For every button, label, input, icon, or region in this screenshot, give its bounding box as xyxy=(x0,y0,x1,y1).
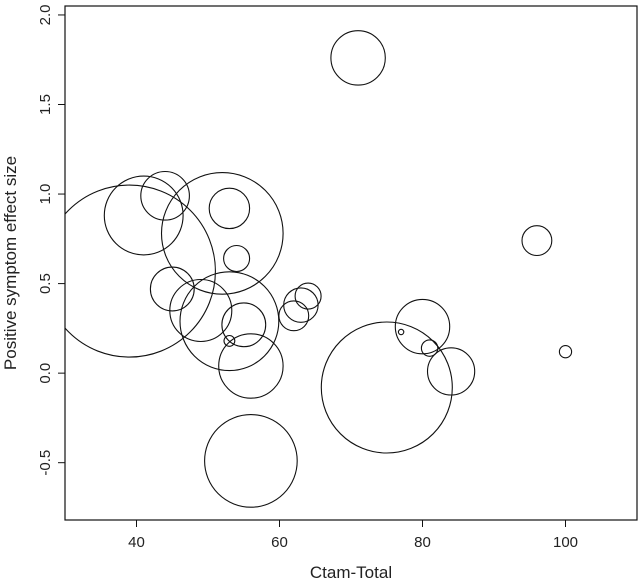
data-point-6 xyxy=(160,172,284,295)
y-tick-label: -0.5 xyxy=(37,450,54,476)
data-point-22 xyxy=(426,347,476,396)
x-tick-label: 80 xyxy=(414,534,431,551)
plot-frame xyxy=(64,5,638,521)
data-point-3 xyxy=(140,170,190,221)
data-point-1 xyxy=(65,184,216,358)
data-point-19 xyxy=(397,328,405,336)
y-axis: -0.5 0.0 0.5 1.0 1.5 2.0 xyxy=(37,5,65,476)
data-point-13 xyxy=(204,414,298,508)
y-tick-label: 0.5 xyxy=(37,273,54,294)
data-point-15 xyxy=(283,287,319,323)
data-point-17 xyxy=(330,30,386,86)
x-tick-label: 100 xyxy=(553,534,578,551)
x-axis: 40 60 80 100 xyxy=(128,520,578,551)
y-tick-label: 2.0 xyxy=(37,5,54,26)
data-point-14 xyxy=(278,300,310,332)
data-point-11 xyxy=(221,302,267,348)
y-tick-label: 1.0 xyxy=(37,184,54,205)
x-axis-title: Ctam-Total xyxy=(310,563,392,582)
y-tick-label: 0.0 xyxy=(37,363,54,384)
x-tick-label: 40 xyxy=(128,534,145,551)
data-point-5 xyxy=(169,278,233,343)
data-point-20 xyxy=(394,298,451,355)
data-point-2 xyxy=(103,175,184,256)
data-point-23 xyxy=(521,225,553,257)
data-point-8 xyxy=(179,271,280,372)
data-point-10 xyxy=(223,244,251,273)
data-point-21 xyxy=(420,339,439,357)
data-point-4 xyxy=(149,266,195,312)
x-tick-label: 60 xyxy=(271,534,288,551)
data-point-18 xyxy=(320,321,453,454)
data-point-7 xyxy=(208,187,251,230)
data-point-12 xyxy=(218,333,284,399)
data-point-16 xyxy=(294,282,322,310)
data-point-9 xyxy=(223,334,236,347)
y-axis-title: Positive symptom effect size xyxy=(1,156,20,370)
bubbles-layer xyxy=(65,30,573,508)
data-point-24 xyxy=(558,345,573,359)
y-tick-label: 1.5 xyxy=(37,94,54,115)
